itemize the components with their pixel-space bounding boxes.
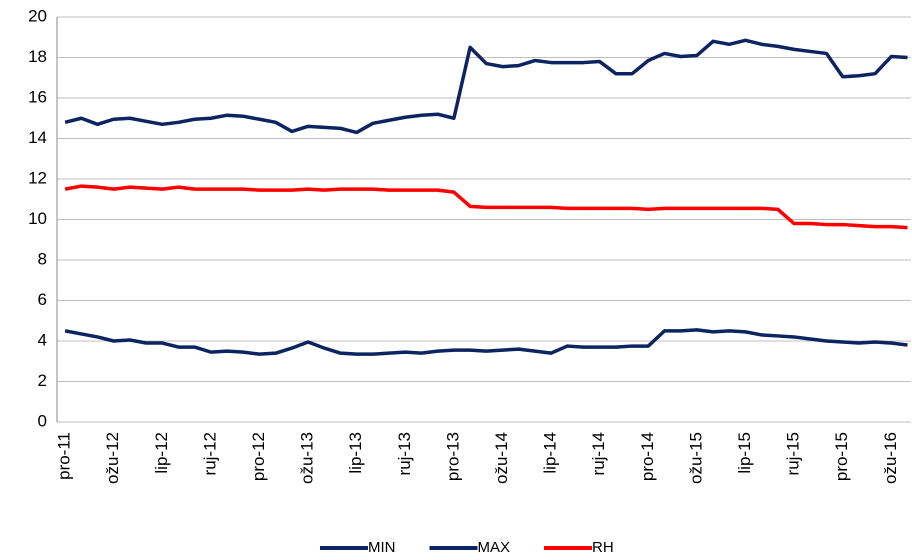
legend-label: MIN [368, 539, 396, 556]
line-series [64, 38, 908, 135]
y-tick-label: 12 [28, 168, 47, 187]
x-tick-label: ožu-16 [881, 432, 900, 484]
y-tick-label: 14 [28, 128, 47, 147]
y-tick-label: 16 [28, 87, 47, 106]
legend-label: RH [592, 539, 614, 556]
x-tick-label: lip-14 [541, 432, 560, 474]
x-tick-label: pro-12 [249, 432, 268, 481]
y-tick-label: 10 [28, 209, 47, 228]
y-tick-label: 18 [28, 47, 47, 66]
legend-label: MAX [478, 539, 511, 556]
x-tick-label: lip-15 [735, 432, 754, 474]
x-tick-label: ruj-15 [784, 432, 803, 475]
y-tick-label: 6 [38, 290, 47, 309]
y-tick-label: 0 [38, 411, 47, 430]
x-tick-label: lip-13 [346, 432, 365, 474]
x-tick-label: pro-14 [638, 432, 657, 481]
x-tick-label: ožu-13 [298, 432, 317, 484]
x-tick-label: pro-15 [832, 432, 851, 481]
x-tick-label: ruj-14 [589, 432, 608, 475]
line-series [64, 328, 908, 356]
x-tick-label: ožu-15 [686, 432, 705, 484]
y-tick-label: 8 [38, 249, 47, 268]
x-tick-label: ruj-12 [200, 432, 219, 475]
x-tick-label: ožu-12 [103, 432, 122, 484]
x-tick-label: ruj-13 [395, 432, 414, 475]
line-series [64, 184, 908, 230]
x-tick-label: pro-13 [443, 432, 462, 481]
y-tick-label: 4 [38, 330, 47, 349]
y-tick-label: 20 [28, 6, 47, 25]
x-tick-label: lip-12 [152, 432, 171, 474]
y-tick-label: 2 [38, 371, 47, 390]
x-tick-label: pro-11 [55, 432, 74, 480]
x-tick-label: ožu-14 [492, 432, 511, 484]
